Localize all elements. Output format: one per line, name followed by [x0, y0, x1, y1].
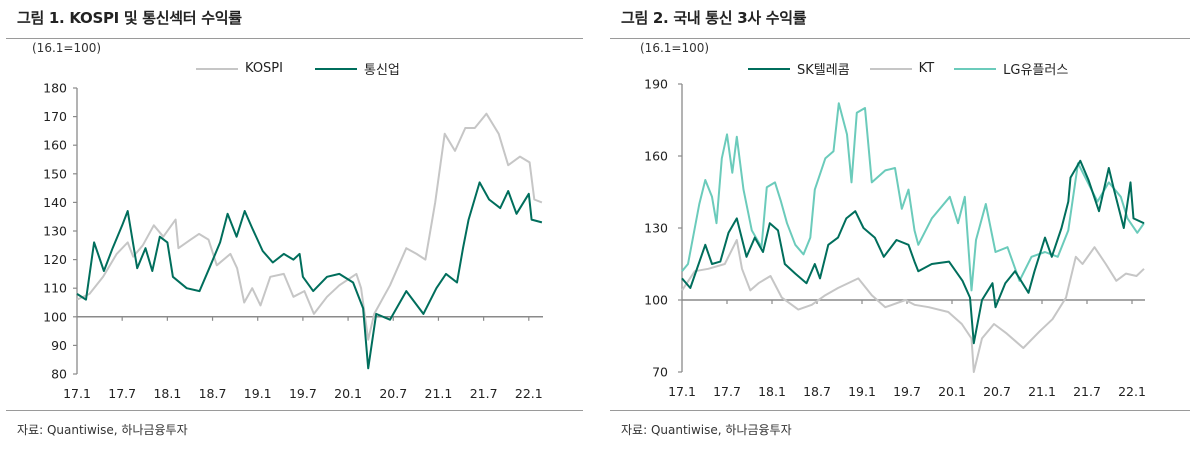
x-tick-label: 20.7 — [379, 386, 407, 401]
x-tick-label: 18.7 — [803, 384, 831, 399]
x-tick-label: 19.1 — [848, 384, 876, 399]
chart-plot-1: 180 170 160 150 140 130 120 110 100 90 80 17.1 17.7 1… — [43, 81, 543, 401]
y-tick-label: 170 — [43, 109, 67, 124]
legend-item-telecom: 통신업 — [314, 59, 400, 78]
y-tick-label: 180 — [43, 81, 67, 96]
y-tick-label: 100 — [644, 293, 668, 308]
series-line-kospi — [76, 112, 543, 341]
chart-title-2: 그림 2. 국내 통신 3사 수익률 — [621, 9, 807, 27]
legend-label-kospi: KOSPI — [245, 61, 283, 76]
title-divider-2 — [610, 38, 1190, 39]
chart-panel-1: 그림 1. KOSPI 및 통신섹터 수익률 (16.1=100) KOSPI … — [6, 9, 583, 437]
x-tick-label: 22.1 — [1118, 384, 1146, 399]
x-tick-label: 17.1 — [63, 386, 91, 401]
unit-note-1: (16.1=100) — [32, 41, 102, 55]
y-tick-label: 70 — [652, 365, 668, 380]
legend-label-sk: SK텔레콤 — [797, 63, 850, 78]
x-tick-label: 17.7 — [108, 386, 136, 401]
series-line-lg — [681, 102, 1145, 292]
series-line-kt — [681, 239, 1145, 373]
x-tick-label: 19.1 — [244, 386, 272, 401]
x-tick-label: 18.1 — [153, 386, 181, 401]
y-tick-label: 130 — [644, 221, 668, 236]
footer-divider-2 — [610, 410, 1190, 411]
y-tick-label: 130 — [43, 224, 67, 239]
legend-item-kt: KT — [869, 61, 935, 76]
y-tick-label: 140 — [43, 195, 67, 210]
x-tick-label: 19.7 — [893, 384, 921, 399]
x-tick-label: 18.1 — [758, 384, 786, 399]
y-tick-label: 150 — [43, 166, 67, 181]
x-tick-label: 17.1 — [668, 384, 696, 399]
legend-swatch-telecom — [314, 67, 357, 70]
x-tick-label: 21.7 — [1073, 384, 1101, 399]
source-note-2: 자료: Quantiwise, 하나금융투자 — [621, 423, 792, 437]
unit-note-2: (16.1=100) — [640, 41, 710, 55]
legend-label-lg: LG유플러스 — [1003, 63, 1069, 78]
y-tick-label: 80 — [51, 367, 67, 382]
legend-swatch-sk — [748, 67, 790, 70]
x-tick-label: 20.7 — [983, 384, 1011, 399]
legend-label-telecom: 통신업 — [363, 63, 400, 78]
y-tick-label: 120 — [43, 252, 67, 267]
y-tick-label: 160 — [644, 149, 668, 164]
legend-swatch-kt — [869, 67, 912, 70]
y-tick-label: 160 — [43, 138, 67, 153]
y-tick-label: 190 — [644, 77, 668, 92]
legend-item-sk: SK텔레콤 — [748, 59, 850, 78]
series-line-telecom — [76, 181, 543, 370]
x-tick-label: 22.1 — [515, 386, 543, 401]
x-tick-label: 18.7 — [199, 386, 227, 401]
legend-swatch-lg — [954, 67, 997, 70]
x-tick-label: 20.1 — [334, 386, 362, 401]
chart-title-1: 그림 1. KOSPI 및 통신섹터 수익률 — [17, 9, 242, 27]
title-divider-1 — [6, 38, 583, 39]
x-tick-label: 21.7 — [470, 386, 498, 401]
y-tick-label: 110 — [43, 281, 67, 296]
footer-divider-1 — [6, 410, 583, 411]
x-tick-label: 19.7 — [289, 386, 317, 401]
x-tick-label: 17.7 — [713, 384, 741, 399]
y-tick-label: 90 — [51, 338, 67, 353]
legend-item-kospi: KOSPI — [196, 61, 283, 76]
legend-1: KOSPI 통신업 — [196, 59, 420, 78]
x-tick-label: 20.1 — [938, 384, 966, 399]
source-note-1: 자료: Quantiwise, 하나금융투자 — [17, 423, 188, 437]
legend-item-lg: LG유플러스 — [954, 59, 1068, 78]
legend-swatch-kospi — [196, 67, 238, 70]
x-tick-label: 21.1 — [425, 386, 453, 401]
series-line-sk — [681, 159, 1145, 345]
y-tick-label: 100 — [43, 309, 67, 324]
legend-label-kt: KT — [918, 61, 935, 76]
x-tick-label: 21.1 — [1028, 384, 1056, 399]
legend-2: SK텔레콤 KT LG유플러스 — [748, 59, 1088, 78]
